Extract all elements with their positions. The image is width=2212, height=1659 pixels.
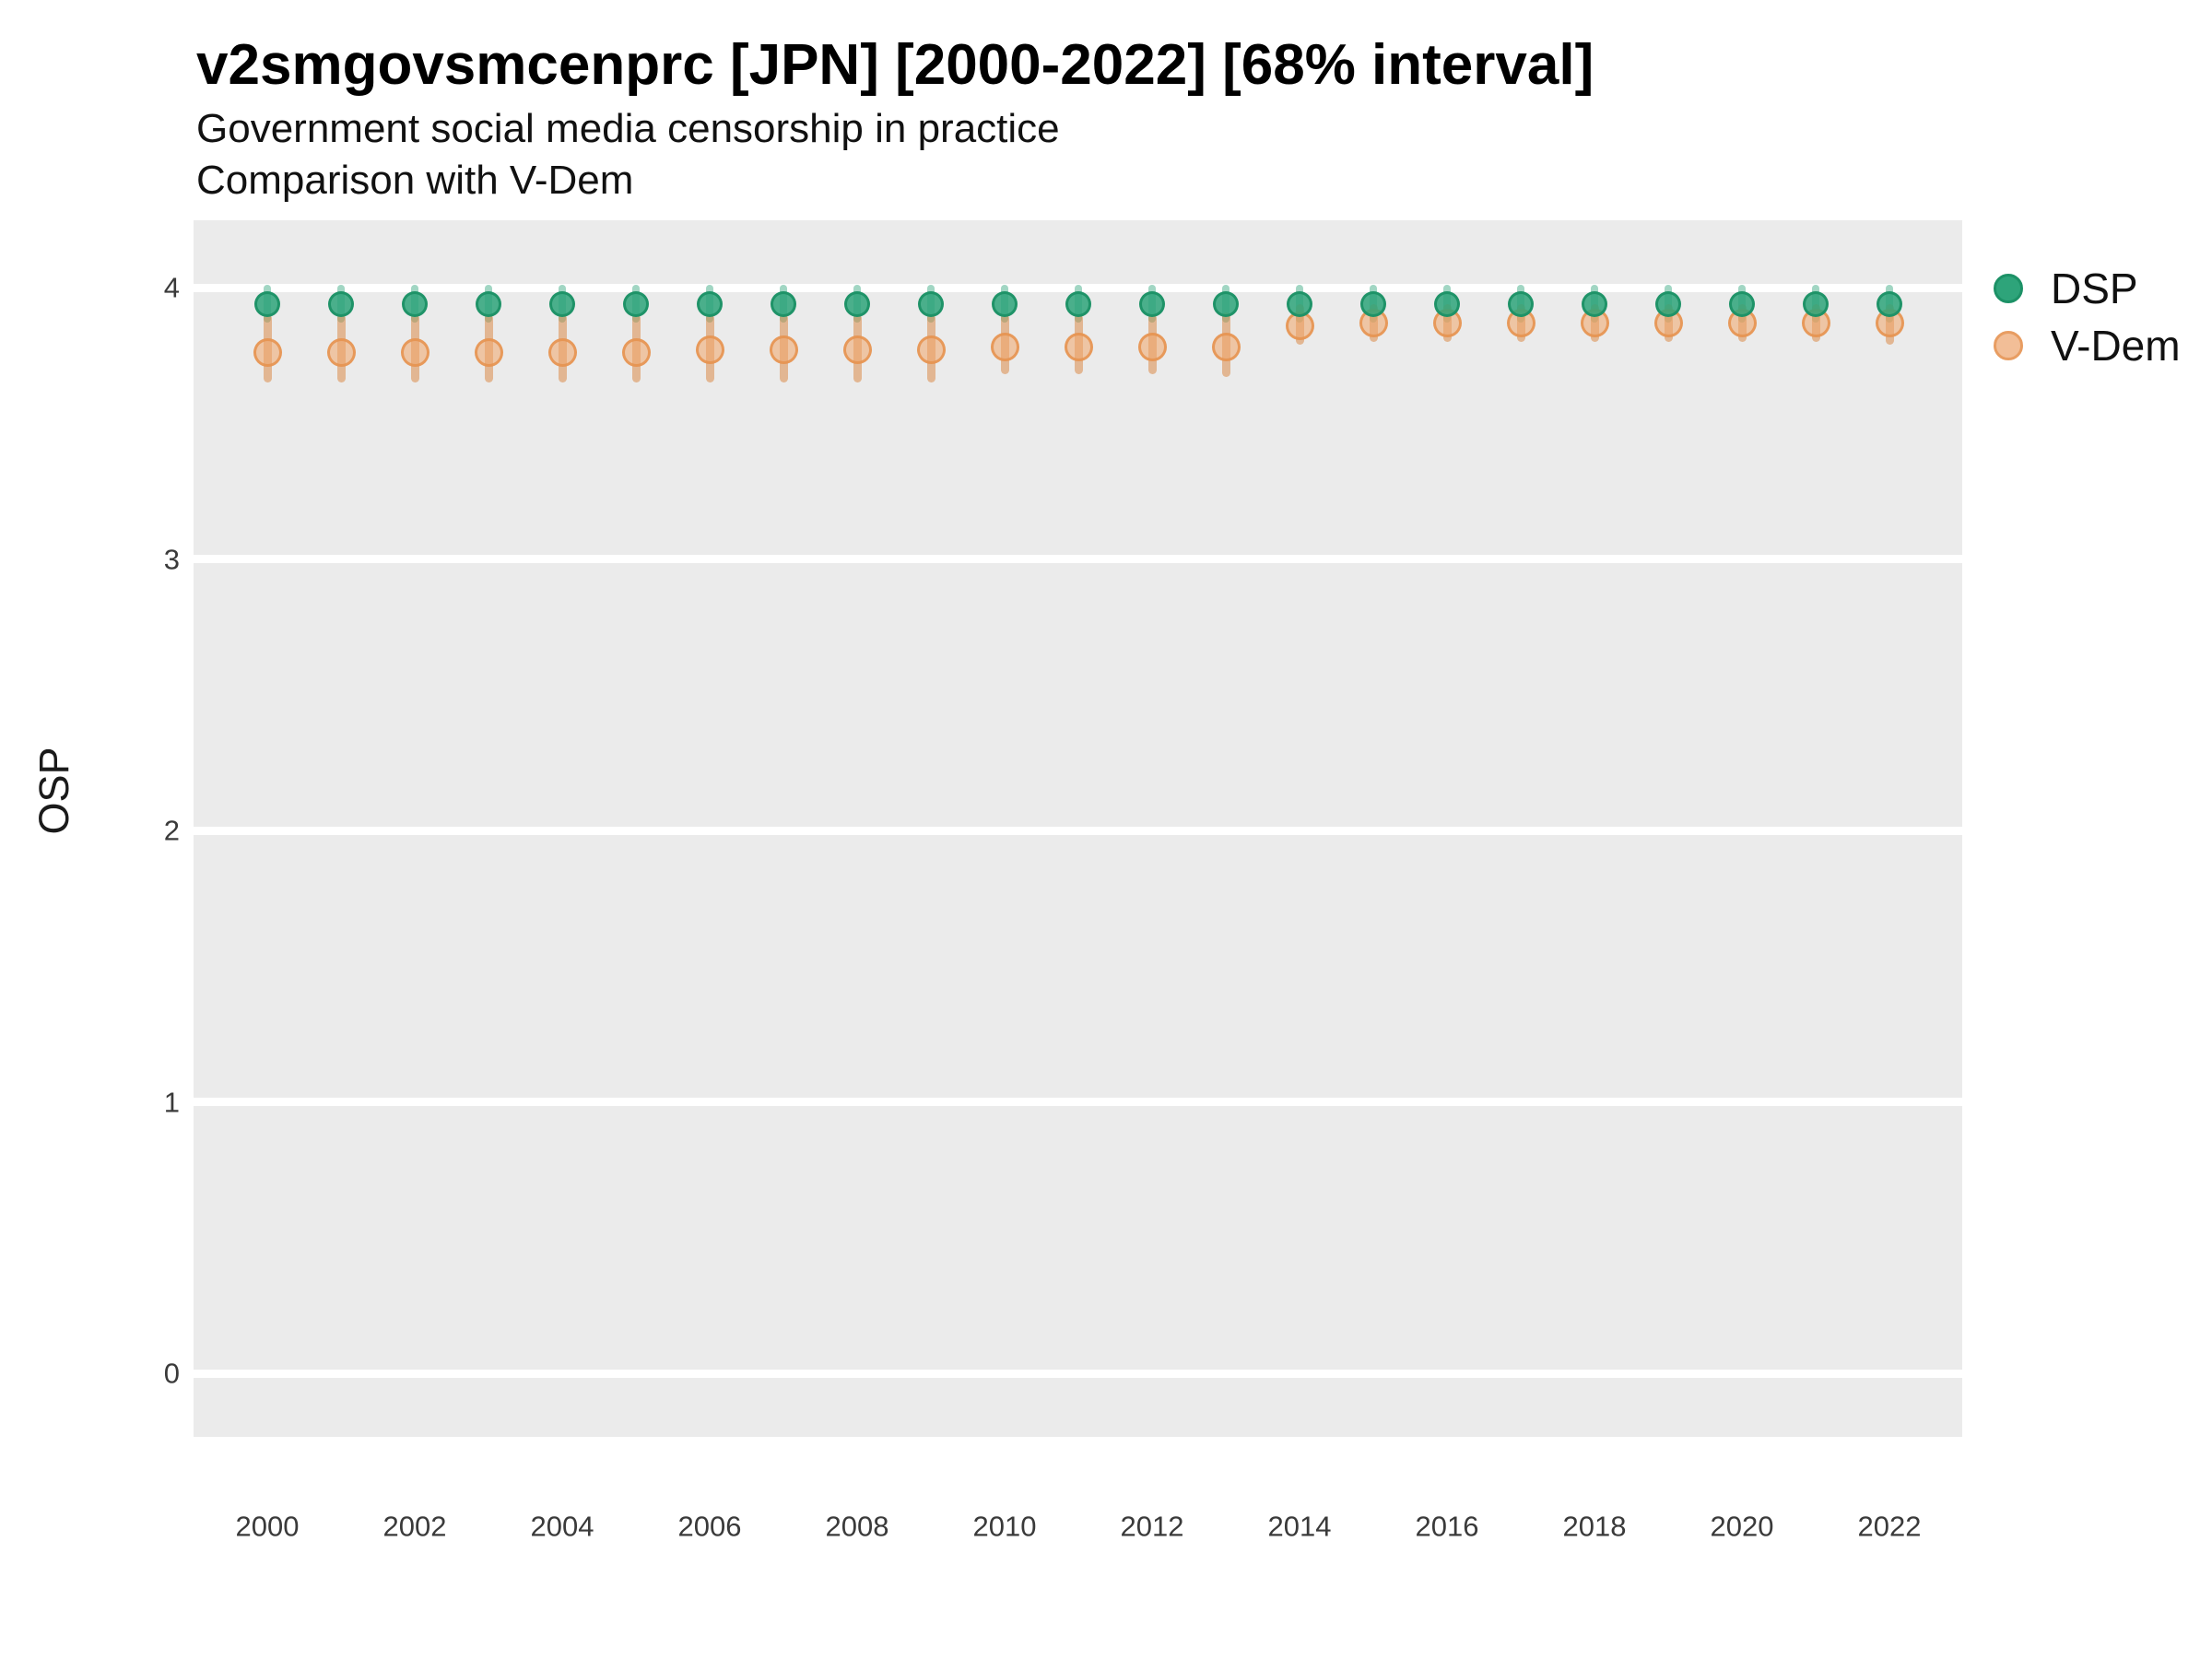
chart-subtitle-line2: Comparison with V-Dem bbox=[196, 158, 634, 203]
vdem-point bbox=[1064, 333, 1093, 362]
dsp-point bbox=[1213, 290, 1239, 317]
dsp-point bbox=[1360, 290, 1386, 317]
vdem-point bbox=[326, 338, 356, 368]
x-tick-label-2000: 2000 bbox=[235, 1510, 300, 1543]
gridline-y-3 bbox=[194, 555, 1962, 563]
dsp-point bbox=[254, 290, 280, 317]
vdem-point bbox=[547, 338, 577, 368]
dsp-point bbox=[1139, 290, 1165, 317]
dsp-point bbox=[1729, 290, 1755, 317]
dsp-point bbox=[1655, 290, 1681, 317]
dsp-point bbox=[918, 290, 944, 317]
x-tick-label-2002: 2002 bbox=[382, 1510, 447, 1543]
vdem-point bbox=[1137, 333, 1167, 362]
vdem-point bbox=[916, 335, 946, 365]
dsp-point bbox=[1065, 290, 1091, 317]
x-tick-label-2016: 2016 bbox=[1415, 1510, 1479, 1543]
dsp-point bbox=[476, 290, 501, 317]
dsp-point bbox=[402, 290, 428, 317]
dsp-point bbox=[549, 290, 575, 317]
y-axis-title: OSP bbox=[30, 747, 77, 835]
vdem-point bbox=[621, 338, 651, 368]
x-tick-label-2006: 2006 bbox=[677, 1510, 742, 1543]
dsp-point bbox=[844, 290, 870, 317]
legend-label: DSP bbox=[2051, 265, 2138, 312]
x-tick-label-2022: 2022 bbox=[1857, 1510, 1922, 1543]
dsp-point bbox=[771, 290, 796, 317]
dsp-point bbox=[697, 290, 723, 317]
legend-item-v-dem: V-Dem bbox=[1994, 317, 2181, 374]
vdem-point bbox=[695, 335, 724, 365]
vdem-point bbox=[1211, 333, 1241, 362]
dsp-point bbox=[1582, 290, 1607, 317]
legend-item-dsp: DSP bbox=[1994, 260, 2181, 317]
dsp-point bbox=[1508, 290, 1534, 317]
legend-swatch-icon bbox=[1994, 331, 2023, 360]
vdem-point bbox=[400, 338, 429, 368]
legend-label: V-Dem bbox=[2051, 322, 2181, 370]
vdem-point bbox=[842, 335, 872, 365]
legend-swatch-icon bbox=[1994, 274, 2023, 303]
dsp-point bbox=[1434, 290, 1460, 317]
chart-title: v2smgovsmcenprc [JPN] [2000-2022] [68% i… bbox=[196, 33, 1594, 97]
vdem-point bbox=[769, 335, 798, 365]
dsp-point bbox=[992, 290, 1018, 317]
vdem-point bbox=[990, 333, 1019, 362]
x-tick-label-2008: 2008 bbox=[825, 1510, 889, 1543]
y-tick-label-4: 4 bbox=[163, 271, 180, 304]
dsp-point bbox=[328, 290, 354, 317]
plot-area bbox=[194, 220, 1962, 1437]
dsp-point bbox=[1877, 290, 1902, 317]
y-tick-label-0: 0 bbox=[163, 1357, 180, 1390]
x-tick-label-2010: 2010 bbox=[972, 1510, 1037, 1543]
dsp-point bbox=[1287, 290, 1312, 317]
vdem-point bbox=[253, 338, 282, 368]
x-tick-label-2012: 2012 bbox=[1120, 1510, 1184, 1543]
dsp-point bbox=[623, 290, 649, 317]
gridline-y-1 bbox=[194, 1098, 1962, 1106]
x-tick-label-2018: 2018 bbox=[1562, 1510, 1627, 1543]
y-tick-label-2: 2 bbox=[163, 814, 180, 847]
vdem-point bbox=[474, 338, 503, 368]
gridline-y-4 bbox=[194, 283, 1962, 292]
y-tick-label-3: 3 bbox=[163, 543, 180, 575]
legend: DSP V-Dem bbox=[1994, 260, 2181, 374]
x-tick-label-2014: 2014 bbox=[1267, 1510, 1332, 1543]
x-tick-label-2020: 2020 bbox=[1710, 1510, 1774, 1543]
gridline-y-2 bbox=[194, 826, 1962, 835]
x-tick-label-2004: 2004 bbox=[530, 1510, 594, 1543]
y-tick-label-1: 1 bbox=[163, 1086, 180, 1118]
gridline-y-0 bbox=[194, 1369, 1962, 1378]
chart-subtitle-line1: Government social media censorship in pr… bbox=[196, 106, 1060, 151]
dsp-point bbox=[1803, 290, 1829, 317]
